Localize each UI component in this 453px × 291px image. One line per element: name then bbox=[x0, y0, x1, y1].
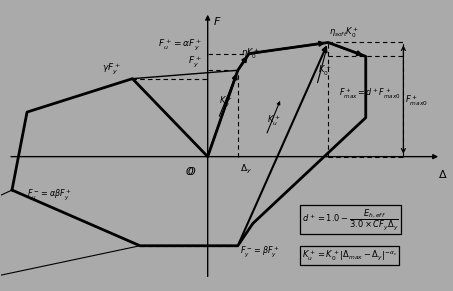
Text: $F_y^-=\beta F_y^+$: $F_y^-=\beta F_y^+$ bbox=[240, 245, 280, 260]
Text: $\eta K_0^+$: $\eta K_0^+$ bbox=[241, 47, 260, 61]
Text: $\eta_{soft}K_0^+$: $\eta_{soft}K_0^+$ bbox=[329, 26, 359, 40]
Text: $F$: $F$ bbox=[213, 15, 222, 26]
Text: $F_u^+=\alpha F_y^+$: $F_u^+=\alpha F_y^+$ bbox=[158, 38, 202, 52]
Text: $F_{max}^+=d^+F_{max0}^+$: $F_{max}^+=d^+F_{max0}^+$ bbox=[339, 87, 401, 101]
Text: $O$: $O$ bbox=[185, 165, 194, 177]
Text: $F_u^-=\alpha\beta F_y^+$: $F_u^-=\alpha\beta F_y^+$ bbox=[27, 187, 72, 202]
Text: $\Delta$: $\Delta$ bbox=[438, 168, 448, 180]
Text: $K_u^+ = K_0^+\left|\Delta_{max} - \Delta_y\right|^{-\alpha_c}$: $K_u^+ = K_0^+\left|\Delta_{max} - \Delt… bbox=[302, 249, 397, 263]
Text: $\gamma F_y^+$: $\gamma F_y^+$ bbox=[102, 61, 121, 76]
Text: $K_u^+$: $K_u^+$ bbox=[267, 113, 281, 128]
Text: $O$: $O$ bbox=[187, 165, 197, 177]
Text: $\Delta_y$: $\Delta_y$ bbox=[240, 163, 252, 176]
Text: $F_{max0}^+$: $F_{max0}^+$ bbox=[405, 94, 428, 108]
Text: $d^+ = 1.0 - \dfrac{E_{h,eff}}{3.0 \times CF_y\Delta_y}$: $d^+ = 1.0 - \dfrac{E_{h,eff}}{3.0 \time… bbox=[302, 207, 399, 232]
Text: $F_y^+$: $F_y^+$ bbox=[188, 54, 202, 69]
Text: $K_0^+$: $K_0^+$ bbox=[318, 63, 331, 78]
Text: $K_0^+$: $K_0^+$ bbox=[219, 95, 233, 109]
